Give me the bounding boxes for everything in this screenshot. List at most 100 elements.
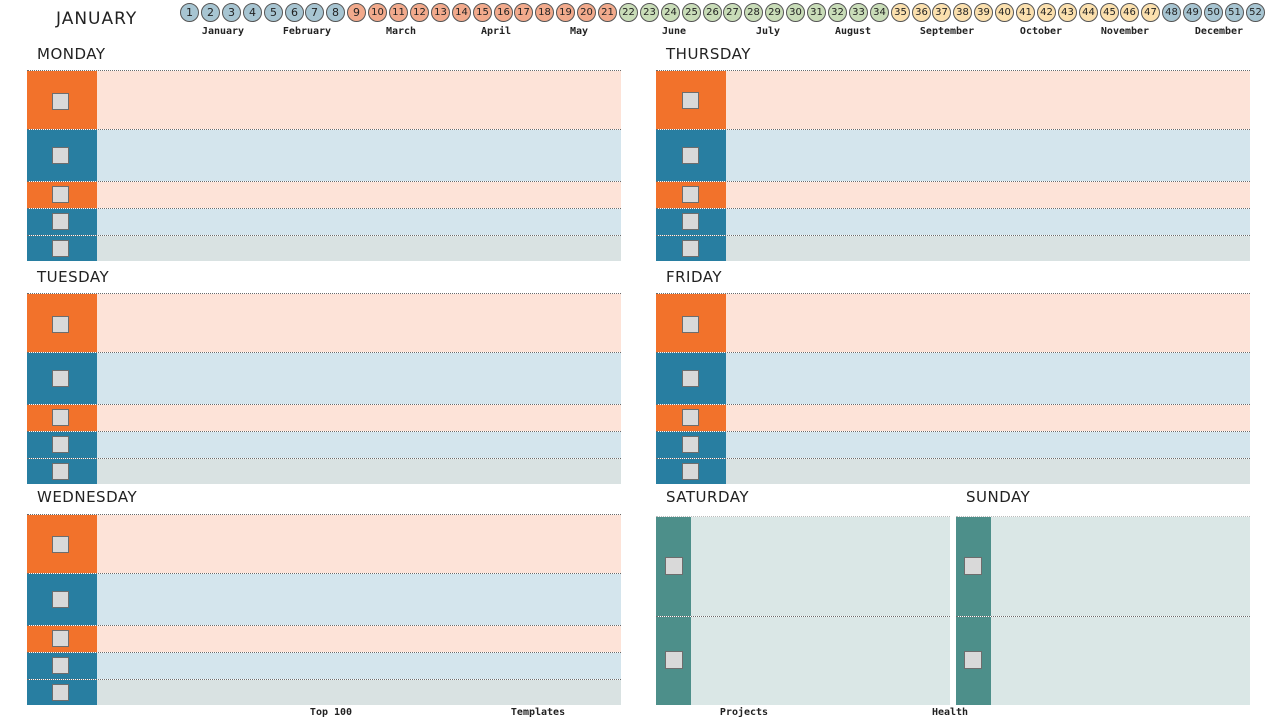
task-input[interactable] bbox=[726, 209, 1250, 235]
week-31[interactable]: 31 bbox=[807, 3, 826, 22]
task-input[interactable] bbox=[691, 517, 950, 616]
task-checkbox[interactable] bbox=[52, 147, 69, 164]
week-18[interactable]: 18 bbox=[535, 3, 554, 22]
task-checkbox[interactable] bbox=[665, 651, 683, 669]
task-input[interactable] bbox=[97, 515, 621, 573]
task-input[interactable] bbox=[97, 130, 621, 181]
week-12[interactable]: 12 bbox=[410, 3, 429, 22]
week-21[interactable]: 21 bbox=[598, 3, 617, 22]
week-32[interactable]: 32 bbox=[828, 3, 847, 22]
week-11[interactable]: 11 bbox=[389, 3, 408, 22]
task-checkbox[interactable] bbox=[52, 657, 69, 674]
week-13[interactable]: 13 bbox=[431, 3, 450, 22]
task-input[interactable] bbox=[97, 626, 621, 652]
task-checkbox[interactable] bbox=[52, 684, 69, 701]
footer-link-templates[interactable]: Templates bbox=[510, 707, 566, 718]
task-checkbox[interactable] bbox=[52, 409, 69, 426]
month-link-june[interactable]: June bbox=[661, 26, 687, 37]
week-48[interactable]: 48 bbox=[1162, 3, 1181, 22]
task-checkbox[interactable] bbox=[665, 557, 683, 575]
week-16[interactable]: 16 bbox=[494, 3, 513, 22]
week-36[interactable]: 36 bbox=[912, 3, 931, 22]
task-checkbox[interactable] bbox=[52, 463, 69, 480]
task-checkbox[interactable] bbox=[682, 240, 699, 257]
task-checkbox[interactable] bbox=[682, 409, 699, 426]
week-25[interactable]: 25 bbox=[682, 3, 701, 22]
task-input[interactable] bbox=[726, 236, 1250, 261]
week-6[interactable]: 6 bbox=[285, 3, 304, 22]
week-9[interactable]: 9 bbox=[347, 3, 366, 22]
week-40[interactable]: 40 bbox=[995, 3, 1014, 22]
task-input[interactable] bbox=[726, 405, 1250, 431]
month-link-december[interactable]: December bbox=[1194, 26, 1244, 37]
task-checkbox[interactable] bbox=[52, 316, 69, 333]
task-checkbox[interactable] bbox=[52, 93, 69, 110]
task-checkbox[interactable] bbox=[52, 370, 69, 387]
month-link-may[interactable]: May bbox=[569, 26, 589, 37]
week-33[interactable]: 33 bbox=[849, 3, 868, 22]
task-input[interactable] bbox=[97, 574, 621, 625]
week-22[interactable]: 22 bbox=[619, 3, 638, 22]
task-checkbox[interactable] bbox=[52, 630, 69, 647]
month-link-april[interactable]: April bbox=[480, 26, 512, 37]
task-input[interactable] bbox=[97, 236, 621, 261]
week-8[interactable]: 8 bbox=[326, 3, 345, 22]
task-input[interactable] bbox=[97, 182, 621, 208]
task-checkbox[interactable] bbox=[52, 213, 69, 230]
task-checkbox[interactable] bbox=[52, 591, 69, 608]
task-checkbox[interactable] bbox=[52, 240, 69, 257]
task-input[interactable] bbox=[726, 432, 1250, 458]
month-link-february[interactable]: February bbox=[282, 26, 332, 37]
task-checkbox[interactable] bbox=[52, 536, 69, 553]
task-input[interactable] bbox=[97, 71, 621, 129]
week-3[interactable]: 3 bbox=[222, 3, 241, 22]
week-7[interactable]: 7 bbox=[305, 3, 324, 22]
week-5[interactable]: 5 bbox=[264, 3, 283, 22]
task-checkbox[interactable] bbox=[682, 213, 699, 230]
week-24[interactable]: 24 bbox=[661, 3, 680, 22]
week-44[interactable]: 44 bbox=[1079, 3, 1098, 22]
task-input[interactable] bbox=[97, 432, 621, 458]
month-link-september[interactable]: September bbox=[919, 26, 975, 37]
task-checkbox[interactable] bbox=[964, 557, 982, 575]
task-checkbox[interactable] bbox=[682, 147, 699, 164]
month-link-july[interactable]: July bbox=[755, 26, 781, 37]
week-10[interactable]: 10 bbox=[368, 3, 387, 22]
task-input[interactable] bbox=[726, 459, 1250, 484]
footer-link-health[interactable]: Health bbox=[931, 707, 969, 718]
week-35[interactable]: 35 bbox=[891, 3, 910, 22]
task-input[interactable] bbox=[691, 617, 950, 705]
footer-link-top100[interactable]: Top 100 bbox=[309, 707, 353, 718]
week-2[interactable]: 2 bbox=[201, 3, 220, 22]
week-50[interactable]: 50 bbox=[1204, 3, 1223, 22]
week-29[interactable]: 29 bbox=[765, 3, 784, 22]
week-43[interactable]: 43 bbox=[1058, 3, 1077, 22]
task-checkbox[interactable] bbox=[52, 186, 69, 203]
task-input[interactable] bbox=[97, 653, 621, 679]
task-checkbox[interactable] bbox=[682, 436, 699, 453]
week-47[interactable]: 47 bbox=[1141, 3, 1160, 22]
task-input[interactable] bbox=[97, 405, 621, 431]
task-checkbox[interactable] bbox=[52, 436, 69, 453]
task-input[interactable] bbox=[991, 517, 1250, 616]
month-link-november[interactable]: November bbox=[1100, 26, 1150, 37]
task-input[interactable] bbox=[97, 353, 621, 404]
month-link-october[interactable]: October bbox=[1019, 26, 1063, 37]
month-link-august[interactable]: August bbox=[834, 26, 872, 37]
task-input[interactable] bbox=[726, 130, 1250, 181]
week-19[interactable]: 19 bbox=[556, 3, 575, 22]
month-link-january[interactable]: January bbox=[201, 26, 245, 37]
week-45[interactable]: 45 bbox=[1100, 3, 1119, 22]
week-38[interactable]: 38 bbox=[953, 3, 972, 22]
task-input[interactable] bbox=[726, 353, 1250, 404]
task-input[interactable] bbox=[726, 294, 1250, 352]
week-17[interactable]: 17 bbox=[514, 3, 533, 22]
week-4[interactable]: 4 bbox=[243, 3, 262, 22]
month-link-march[interactable]: March bbox=[385, 26, 417, 37]
footer-link-projects[interactable]: Projects bbox=[719, 707, 769, 718]
week-34[interactable]: 34 bbox=[870, 3, 889, 22]
week-20[interactable]: 20 bbox=[577, 3, 596, 22]
week-51[interactable]: 51 bbox=[1225, 3, 1244, 22]
task-input[interactable] bbox=[97, 209, 621, 235]
task-checkbox[interactable] bbox=[682, 463, 699, 480]
